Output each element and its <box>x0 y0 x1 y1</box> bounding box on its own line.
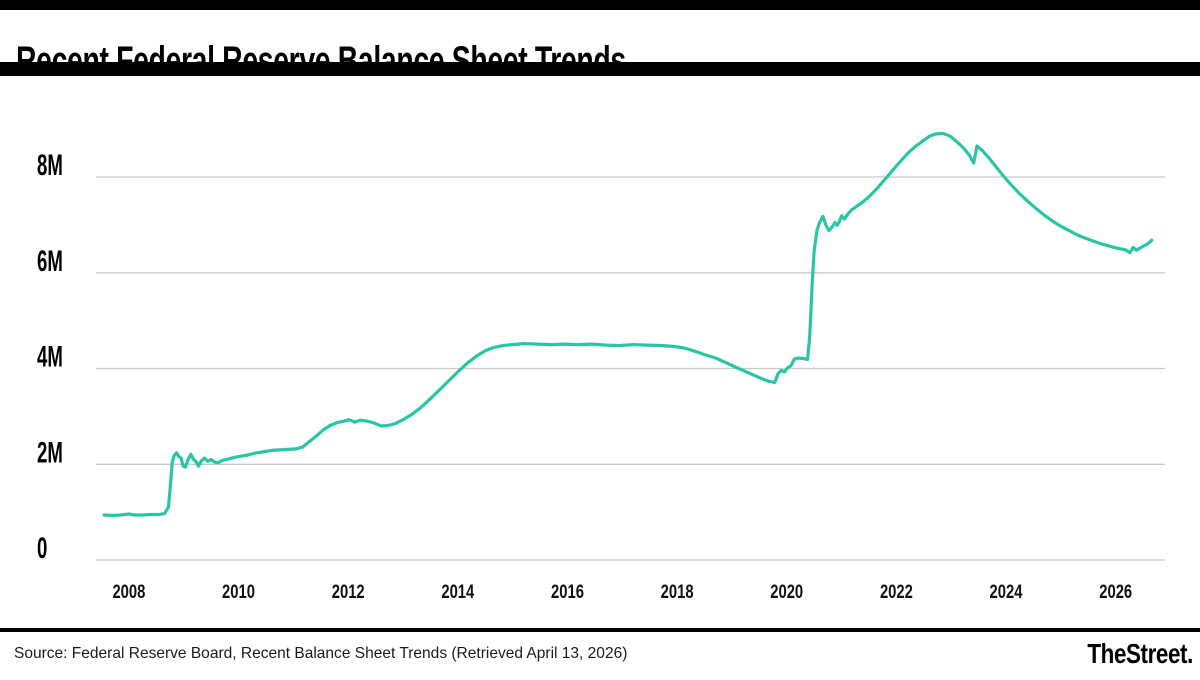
y-axis-tick-label: 4M <box>37 340 63 374</box>
x-axis-tick-label: 2024 <box>990 581 1023 602</box>
gridlines <box>96 176 1165 561</box>
y-axis-tick-label: 8M <box>37 149 63 183</box>
y-axis-tick-label: 0 <box>37 532 47 566</box>
x-axis-tick-label: 2016 <box>551 581 584 602</box>
footer-divider <box>0 628 1200 632</box>
y-axis-labels: 0 2M 4M 6M 8M <box>37 149 63 566</box>
top-divider-bar <box>0 0 1200 10</box>
balance-sheet-line <box>102 131 1154 518</box>
x-axis-tick-label: 2014 <box>441 581 474 602</box>
x-axis-tick-label: 2018 <box>661 581 694 602</box>
x-axis-tick-label: 2026 <box>1099 581 1132 602</box>
x-axis-tick-label: 2022 <box>880 581 913 602</box>
y-axis-tick-label: 6M <box>37 244 63 278</box>
thestreet-logo: TheStreet. <box>1087 638 1193 669</box>
x-axis-tick-label: 2010 <box>222 581 255 602</box>
x-axis-tick-label: 2020 <box>770 581 803 602</box>
title-underline-bar <box>0 62 1200 76</box>
y-axis-tick-label: 2M <box>37 436 63 470</box>
x-axis-labels: 2008 2010 2012 2014 2016 2018 2020 2022 2024 2026 <box>112 581 1132 602</box>
x-axis-tick-label: 2012 <box>332 581 365 602</box>
x-axis-tick-label: 2008 <box>112 581 145 602</box>
source-text: Source: Federal Reserve Board, Recent Ba… <box>14 645 628 662</box>
